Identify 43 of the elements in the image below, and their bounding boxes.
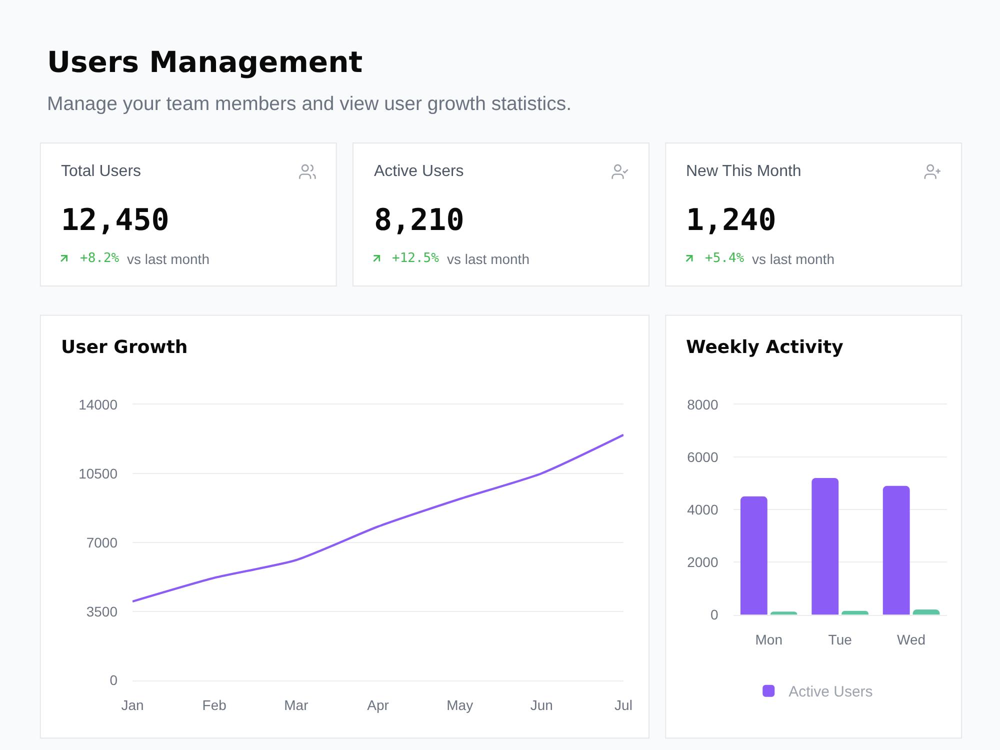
text: 12,450 — [61, 203, 170, 238]
line-series — [132, 434, 624, 603]
x-tick-label: Mar — [284, 697, 309, 714]
bar — [812, 478, 839, 615]
x-tick-label: Jun — [530, 697, 553, 714]
y-tick-label: 10500 — [78, 465, 118, 482]
x-tick-label: Jan — [121, 697, 144, 714]
chart-title: User Growth — [61, 337, 188, 358]
y-tick-label: 7000 — [86, 534, 118, 550]
y-tick-label: 6000 — [687, 448, 718, 465]
text: New This Month — [686, 163, 802, 180]
bar — [882, 486, 910, 615]
text: vs last month — [752, 251, 834, 267]
y-tick-label: 3500 — [86, 603, 118, 620]
x-tick-label: Feb — [202, 697, 227, 714]
text: Active Users — [374, 163, 464, 180]
bar — [740, 496, 768, 615]
text: +5.4% — [705, 251, 744, 266]
x-tick-label: Apr — [367, 697, 390, 714]
y-tick-label: 4000 — [687, 501, 718, 518]
y-tick-label: 8000 — [687, 396, 718, 412]
text: 1,240 — [686, 203, 776, 238]
y-tick-label: 0 — [110, 672, 118, 688]
text: Users Management — [47, 45, 363, 79]
x-tick-label: Jul — [614, 697, 632, 714]
chart-title: Weekly Activity — [686, 337, 844, 358]
x-tick-label: May — [446, 697, 474, 714]
x-tick-label: Tue — [828, 632, 852, 648]
text: vs last month — [127, 251, 210, 267]
legend-label: Active Users — [788, 684, 873, 701]
text: +12.5% — [392, 251, 440, 266]
text: 8,210 — [374, 203, 464, 238]
text: vs last month — [447, 251, 530, 267]
x-tick-label: Mon — [755, 632, 782, 648]
bar — [912, 610, 940, 615]
y-tick-label: 14000 — [78, 396, 118, 412]
x-tick-label: Wed — [897, 632, 926, 648]
text: Total Users — [61, 163, 142, 180]
y-tick-label: 0 — [710, 606, 718, 623]
text: Manage your team members and view user growth statistics. — [47, 93, 572, 115]
bar — [770, 612, 798, 615]
y-tick-label: 2000 — [687, 554, 718, 570]
text: +8.2% — [80, 251, 120, 266]
